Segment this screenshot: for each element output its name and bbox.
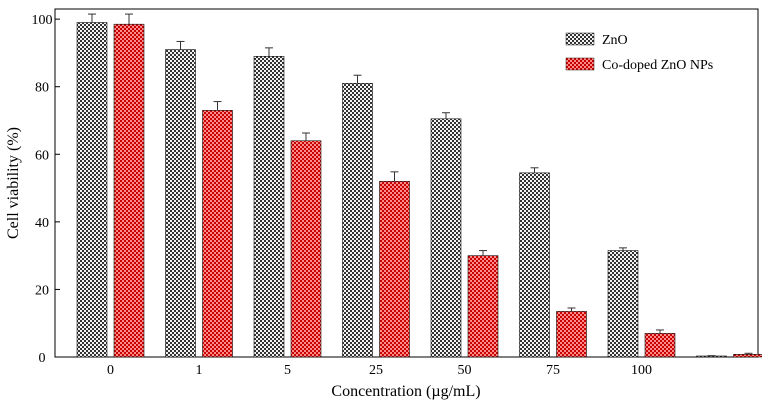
bar-zno-75 bbox=[519, 172, 550, 358]
x-axis-title: Concentration (µg/mL) bbox=[331, 383, 480, 400]
x-tick-label: 5 bbox=[284, 363, 291, 378]
x-tick-label: 0 bbox=[107, 363, 114, 378]
y-axis: 0 20 40 60 80 100 bbox=[32, 13, 60, 366]
legend-swatch-zno bbox=[565, 32, 595, 46]
x-axis: 0 1 5 25 50 75 100 bbox=[107, 363, 652, 378]
legend-swatch-co-doped bbox=[565, 57, 595, 71]
x-tick-label: 100 bbox=[631, 363, 652, 378]
x-tick-label: 1 bbox=[196, 363, 203, 378]
bar-co-doped-zno-nps-75 bbox=[556, 311, 587, 358]
x-tick-label: 75 bbox=[546, 363, 560, 378]
bar-zno-5 bbox=[253, 56, 285, 358]
bar-co-doped-zno-nps-25 bbox=[379, 181, 410, 358]
legend: ZnO Co-doped ZnO NPs bbox=[565, 32, 713, 73]
bar-zno-25 bbox=[342, 83, 373, 358]
bar-co-doped-zno-nps-50 bbox=[467, 255, 499, 358]
bar-co-doped-zno-nps-100 bbox=[644, 333, 676, 358]
y-tick-label: 20 bbox=[35, 283, 49, 298]
x-tick-label: 25 bbox=[369, 363, 383, 378]
y-tick-label: 60 bbox=[35, 148, 49, 163]
x-tick-label: 50 bbox=[458, 363, 472, 378]
legend-label-zno: ZnO bbox=[602, 33, 628, 48]
bar-zno-0 bbox=[76, 22, 108, 358]
bar-co-doped-zno-nps-1 bbox=[202, 110, 233, 358]
bar-co-doped-zno-nps-extra bbox=[733, 353, 762, 358]
bar-co-doped-zno-nps-5 bbox=[290, 140, 322, 358]
bar-zno-1 bbox=[165, 49, 196, 358]
y-tick-label: 0 bbox=[39, 351, 46, 366]
bars-group bbox=[76, 13, 762, 358]
y-tick-label: 100 bbox=[32, 13, 53, 28]
y-tick-label: 40 bbox=[35, 216, 49, 231]
legend-label-co-doped: Co-doped ZnO NPs bbox=[602, 58, 713, 73]
y-axis-title: Cell viability (%) bbox=[5, 127, 22, 239]
bar-zno-100 bbox=[607, 250, 639, 358]
y-tick-label: 80 bbox=[35, 81, 49, 96]
bar-co-doped-zno-nps-0 bbox=[113, 23, 145, 358]
bar-zno-50 bbox=[430, 118, 462, 358]
